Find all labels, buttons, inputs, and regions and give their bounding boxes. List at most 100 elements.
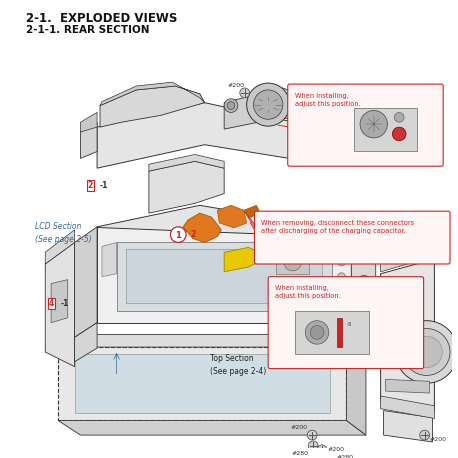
Circle shape (284, 253, 301, 271)
Circle shape (420, 430, 430, 440)
Circle shape (332, 290, 342, 300)
Polygon shape (126, 249, 322, 303)
Bar (354, 108, 417, 151)
Text: 1: 1 (175, 231, 181, 240)
Text: 4: 4 (385, 240, 390, 250)
Circle shape (308, 441, 318, 451)
FancyBboxPatch shape (255, 211, 450, 264)
Circle shape (292, 131, 307, 147)
Text: 3: 3 (361, 279, 367, 289)
Text: When removing, disconnect these connectors
after discharging of the charging cap: When removing, disconnect these connecto… (262, 220, 414, 234)
Polygon shape (75, 354, 330, 413)
Polygon shape (97, 205, 351, 274)
Polygon shape (117, 242, 332, 311)
Text: -1: -1 (100, 181, 109, 190)
Text: #200: #200 (227, 82, 244, 87)
Circle shape (307, 430, 317, 440)
Circle shape (224, 99, 238, 112)
Text: -2: -2 (337, 325, 345, 334)
Circle shape (170, 227, 186, 242)
Circle shape (395, 321, 458, 383)
Polygon shape (97, 227, 351, 322)
Polygon shape (386, 285, 413, 315)
Circle shape (305, 321, 329, 344)
Polygon shape (58, 334, 366, 347)
Circle shape (327, 453, 337, 458)
Polygon shape (58, 347, 346, 420)
Circle shape (310, 326, 324, 339)
Polygon shape (58, 420, 366, 435)
Circle shape (227, 102, 235, 109)
Polygon shape (224, 88, 307, 129)
Bar (337, 318, 343, 347)
Polygon shape (81, 112, 97, 132)
Circle shape (380, 237, 395, 252)
Text: When installing,
adjust this position.: When installing, adjust this position. (275, 285, 341, 300)
Polygon shape (102, 242, 117, 277)
Polygon shape (183, 213, 221, 242)
FancyBboxPatch shape (288, 84, 443, 166)
Circle shape (240, 88, 250, 98)
Polygon shape (100, 86, 205, 127)
Text: Top Section
(See page 2-4): Top Section (See page 2-4) (210, 354, 267, 376)
Circle shape (393, 292, 405, 304)
Polygon shape (381, 259, 434, 411)
Text: #280: #280 (337, 455, 354, 458)
Polygon shape (97, 103, 307, 168)
Polygon shape (75, 227, 97, 337)
Circle shape (394, 112, 404, 122)
Circle shape (393, 127, 406, 141)
Polygon shape (381, 396, 434, 419)
Polygon shape (45, 242, 75, 367)
Text: #200: #200 (291, 425, 308, 430)
Circle shape (386, 326, 395, 335)
Polygon shape (218, 205, 247, 228)
Circle shape (387, 340, 394, 348)
Text: 2-1-1. REAR SECTION: 2-1-1. REAR SECTION (26, 26, 149, 35)
Polygon shape (45, 230, 75, 264)
Polygon shape (381, 246, 449, 272)
Polygon shape (149, 154, 224, 171)
Text: 4: 4 (324, 325, 329, 334)
Text: -1: -1 (61, 299, 69, 308)
Text: LCD Section
(See page 2-5): LCD Section (See page 2-5) (35, 222, 92, 244)
Polygon shape (386, 379, 430, 393)
Circle shape (389, 289, 409, 308)
Circle shape (247, 83, 289, 126)
Circle shape (254, 90, 283, 119)
Polygon shape (276, 251, 309, 274)
FancyBboxPatch shape (268, 277, 424, 369)
Text: 2-1.  EXPLODED VIEWS: 2-1. EXPLODED VIEWS (26, 12, 177, 25)
Circle shape (411, 336, 442, 368)
Text: 4: 4 (49, 299, 54, 308)
Polygon shape (75, 322, 97, 362)
Text: -5: -5 (346, 322, 352, 327)
Polygon shape (383, 411, 432, 442)
Circle shape (338, 273, 345, 281)
Text: 1: 1 (399, 240, 404, 249)
Circle shape (338, 242, 345, 251)
Polygon shape (100, 82, 205, 106)
Text: 2: 2 (190, 230, 195, 239)
Polygon shape (346, 334, 366, 435)
Text: -2: -2 (337, 314, 345, 323)
Polygon shape (244, 205, 260, 218)
Polygon shape (81, 122, 97, 158)
Bar (294, 311, 369, 354)
Circle shape (356, 276, 372, 291)
Circle shape (360, 110, 387, 138)
Polygon shape (149, 161, 224, 213)
Polygon shape (351, 237, 376, 322)
Circle shape (403, 328, 450, 376)
Text: 2: 2 (324, 314, 329, 323)
Text: 2: 2 (87, 181, 93, 190)
Polygon shape (51, 280, 68, 322)
Circle shape (327, 285, 346, 305)
Polygon shape (224, 247, 258, 272)
Text: #280: #280 (292, 451, 309, 456)
Text: 2: 2 (296, 135, 302, 144)
Circle shape (338, 258, 345, 266)
Text: #200: #200 (430, 437, 447, 442)
Text: #200: #200 (328, 447, 345, 452)
Text: When installing,
adjust this position.: When installing, adjust this position. (294, 93, 360, 107)
